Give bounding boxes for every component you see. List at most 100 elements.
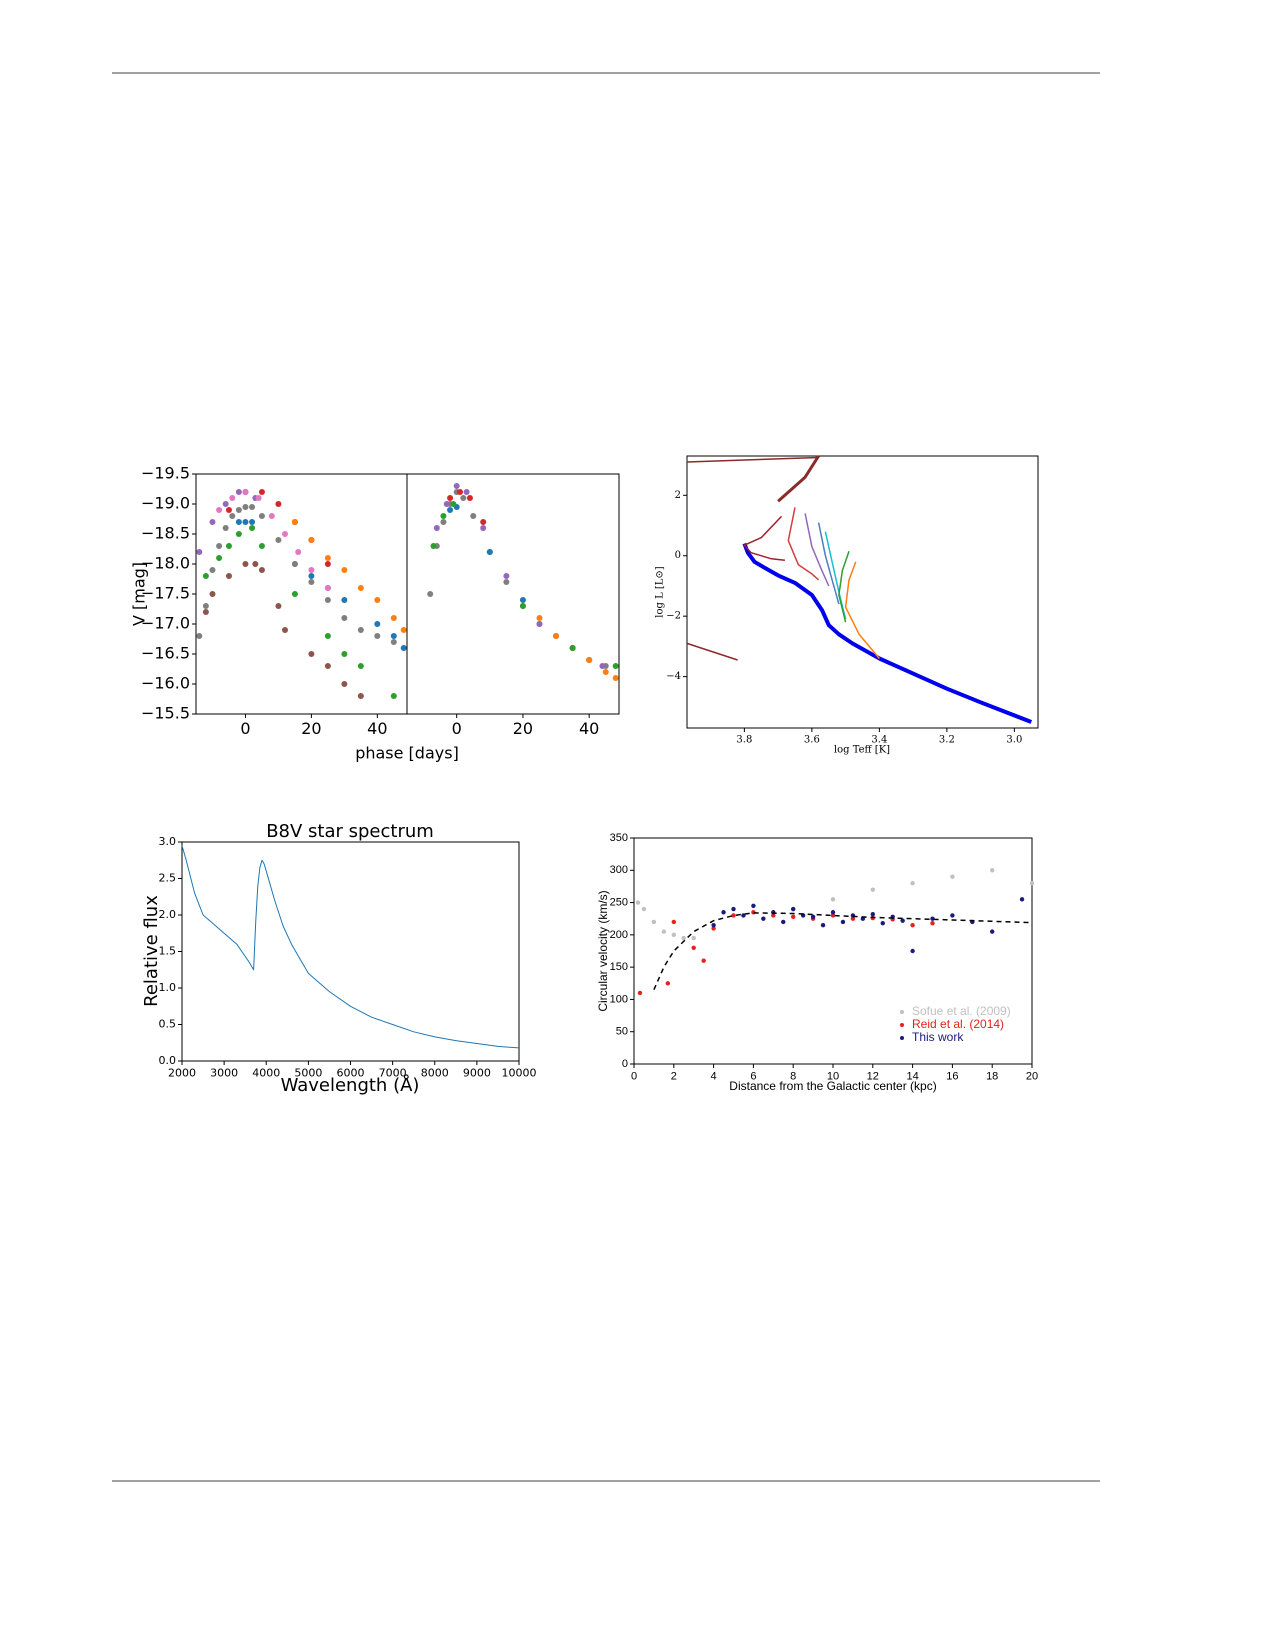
x-tick-label: 6000	[337, 1067, 365, 1080]
data-point	[400, 627, 407, 633]
data-point	[357, 627, 364, 633]
data-point	[374, 633, 381, 639]
data-point	[586, 657, 593, 663]
data-point	[308, 567, 315, 573]
data-point	[390, 639, 397, 645]
data-line	[824, 531, 847, 620]
x-tick-label: 3.8	[736, 735, 752, 746]
data-point	[612, 663, 619, 669]
data-point	[440, 513, 447, 519]
data-point	[249, 519, 256, 525]
data-point	[275, 537, 282, 543]
data-point	[341, 681, 348, 687]
x-tick-label: 40	[579, 719, 599, 738]
x-tick-label: 10	[827, 1071, 839, 1083]
data-point	[222, 525, 229, 531]
data-point	[282, 531, 289, 537]
data-point	[209, 567, 216, 573]
data-point	[433, 525, 440, 531]
data-point	[249, 504, 256, 510]
data-point	[216, 507, 223, 513]
data-point	[950, 874, 955, 879]
x-tick-label: 8000	[421, 1067, 449, 1080]
y-tick-label: 1.5	[159, 945, 177, 958]
y-tick-label: −18.0	[141, 554, 190, 573]
plot-frame	[406, 473, 620, 715]
data-point	[258, 513, 265, 519]
y-tick-label: 350	[610, 832, 628, 844]
x-tick-label: 40	[367, 719, 387, 738]
data-point	[242, 519, 249, 525]
data-point	[810, 914, 816, 919]
data-point	[637, 990, 643, 996]
data-point	[291, 561, 298, 567]
chart-title: B8V star spectrum	[266, 821, 434, 842]
data-point	[691, 945, 696, 950]
data-point	[536, 621, 543, 627]
data-point	[258, 543, 265, 549]
legend-label: Sofue et al. (2009)	[912, 1004, 1011, 1018]
data-line	[743, 515, 785, 562]
data-point	[235, 519, 242, 525]
data-point	[291, 591, 298, 597]
x-tick-label: 7000	[379, 1067, 407, 1080]
data-point	[447, 507, 454, 513]
y-tick-label: 2.5	[159, 872, 177, 885]
data-point	[711, 922, 716, 928]
data-point	[870, 887, 875, 892]
data-point	[910, 948, 915, 954]
data-point	[341, 651, 348, 657]
x-tick-label: 3.6	[804, 735, 820, 746]
data-point	[701, 958, 706, 963]
data-point	[235, 507, 242, 513]
x-tick-label: 8	[790, 1071, 796, 1083]
data-point	[671, 919, 676, 925]
x-tick-label: 3.0	[1006, 735, 1022, 746]
data-point	[480, 525, 487, 531]
x-tick-label: 9000	[463, 1067, 491, 1080]
data-point	[910, 922, 915, 928]
data-point	[466, 495, 473, 501]
x-tick-label: 14	[906, 1071, 918, 1083]
data-point	[830, 913, 836, 918]
data-point	[641, 906, 647, 912]
data-point	[910, 881, 915, 886]
x-tick-label: 0	[452, 719, 462, 738]
data-point	[457, 489, 463, 495]
data-point	[209, 591, 216, 597]
data-point	[341, 615, 348, 621]
y-tick-label: 200	[610, 929, 628, 941]
data-point	[341, 597, 348, 603]
x-tick-label: 4	[711, 1071, 717, 1083]
data-point	[196, 549, 203, 555]
data-point	[761, 916, 766, 921]
data-point	[1019, 897, 1025, 902]
y-tick-label: −19.0	[141, 494, 190, 513]
y-tick-label: −18.5	[141, 524, 190, 543]
x-tick-label: 5000	[294, 1067, 322, 1080]
data-point	[357, 585, 364, 591]
data-point	[202, 573, 209, 579]
data-point	[665, 981, 671, 986]
data-point	[229, 495, 236, 501]
data-point	[470, 513, 477, 519]
x-tick-label: 18	[986, 1071, 998, 1083]
y-tick-label: 250	[610, 896, 628, 908]
x-axis-label: Wavelength (Å)	[281, 1074, 420, 1096]
data-point	[503, 579, 510, 585]
data-point	[460, 495, 467, 501]
data-point	[400, 645, 407, 651]
data-point	[324, 633, 331, 639]
data-point	[830, 897, 836, 902]
data-point	[202, 609, 209, 615]
data-point	[519, 603, 526, 609]
data-point	[357, 663, 364, 669]
x-tick-label: 6	[750, 1071, 756, 1083]
legend-marker	[900, 1036, 904, 1040]
data-point	[308, 573, 315, 579]
legend-marker	[900, 1023, 904, 1027]
data-point	[374, 621, 381, 627]
data-point	[196, 633, 203, 639]
data-point	[430, 543, 437, 549]
